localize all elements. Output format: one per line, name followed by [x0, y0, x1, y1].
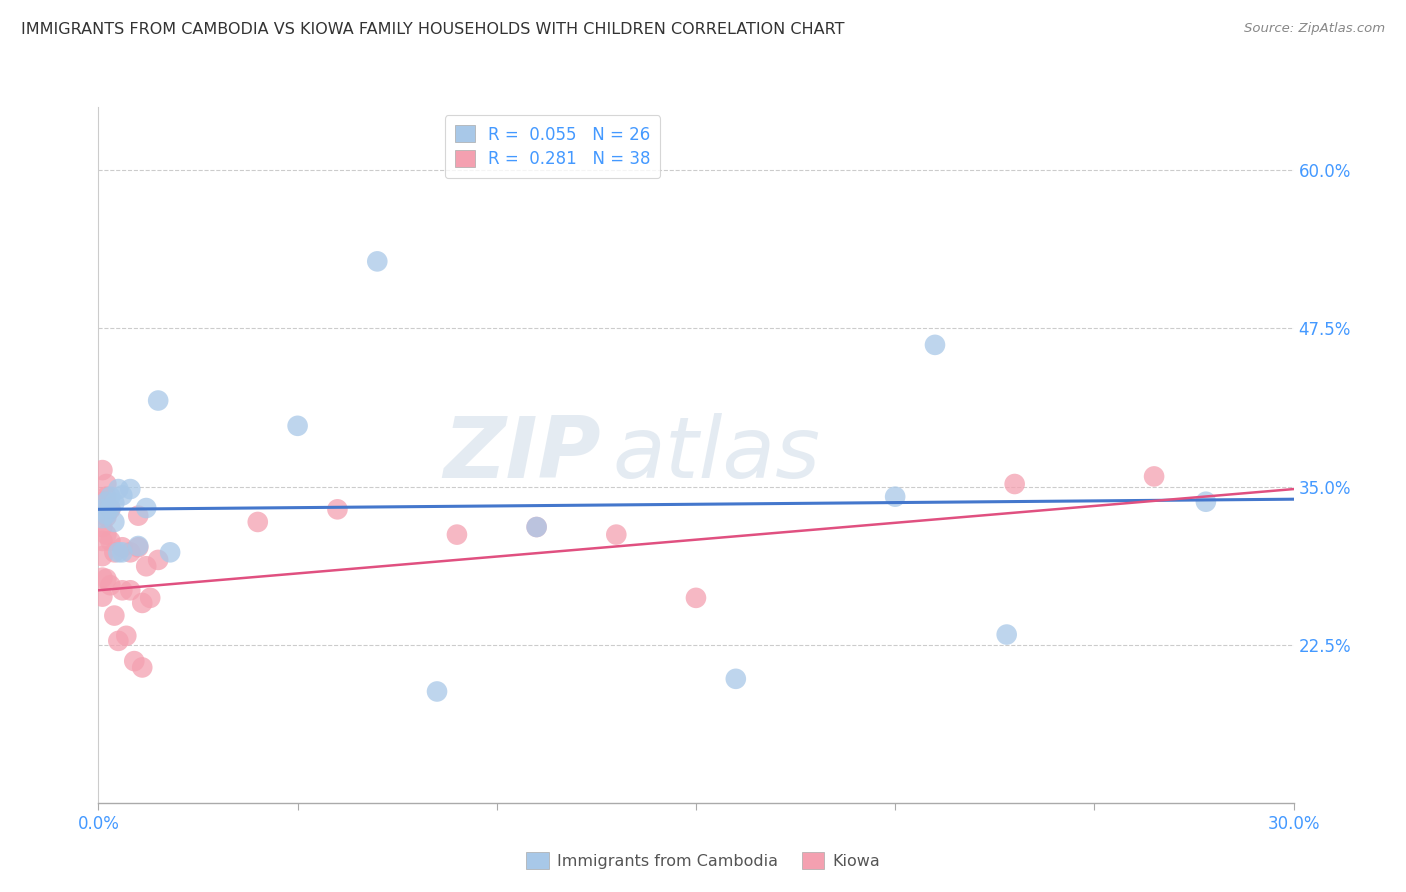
Point [91, 494, 114, 508]
Point [995, 627, 1018, 641]
Point [100, 533, 122, 548]
Text: IMMIGRANTS FROM CAMBODIA VS KIOWA FAMILY HOUSEHOLDS WITH CHILDREN CORRELATION CH: IMMIGRANTS FROM CAMBODIA VS KIOWA FAMILY… [21, 22, 845, 37]
Point [120, 583, 142, 598]
Point [924, 338, 946, 352]
Point [91, 520, 114, 534]
Point [884, 490, 907, 504]
Point [124, 654, 146, 668]
Point [96, 509, 118, 524]
Point [287, 418, 309, 433]
Point [724, 672, 747, 686]
Point [100, 490, 122, 504]
Point [103, 496, 125, 510]
Point [91, 590, 114, 604]
Point [120, 545, 142, 559]
Point [96, 508, 118, 522]
Point [107, 482, 129, 496]
Point [120, 482, 142, 496]
Point [96, 527, 118, 541]
Point [103, 515, 125, 529]
Point [139, 591, 162, 605]
Point [446, 527, 468, 541]
Point [111, 583, 134, 598]
Point [685, 591, 707, 605]
Point [526, 520, 548, 534]
Legend: R =  0.055   N = 26, R =  0.281   N = 38: R = 0.055 N = 26, R = 0.281 N = 38 [444, 115, 661, 178]
Point [1143, 469, 1166, 483]
Point [111, 545, 134, 559]
Text: Source: ZipAtlas.com: Source: ZipAtlas.com [1244, 22, 1385, 36]
Point [91, 533, 114, 548]
Point [91, 549, 114, 563]
Point [91, 571, 114, 585]
Point [135, 559, 157, 574]
Point [100, 501, 122, 516]
Point [605, 527, 627, 541]
Point [100, 578, 122, 592]
Point [107, 545, 129, 559]
Point [135, 501, 157, 516]
Point [107, 633, 129, 648]
Point [100, 502, 122, 516]
Point [526, 520, 548, 534]
Point [159, 545, 181, 559]
Legend: Immigrants from Cambodia, Kiowa: Immigrants from Cambodia, Kiowa [520, 846, 886, 875]
Text: atlas: atlas [613, 413, 820, 497]
Point [96, 494, 118, 508]
Point [96, 572, 118, 586]
Point [148, 553, 170, 567]
Point [127, 541, 149, 555]
Point [111, 488, 134, 502]
Point [1004, 477, 1026, 491]
Point [326, 502, 349, 516]
Point [131, 596, 153, 610]
Point [115, 629, 138, 643]
Point [366, 254, 388, 268]
Point [91, 463, 114, 477]
Point [103, 545, 125, 559]
Point [111, 541, 134, 555]
Point [131, 660, 153, 674]
Text: ZIP: ZIP [443, 413, 600, 497]
Point [96, 477, 118, 491]
Point [1195, 494, 1218, 508]
Point [96, 490, 118, 504]
Point [127, 508, 149, 523]
Point [127, 539, 149, 553]
Point [91, 511, 114, 525]
Point [148, 393, 170, 408]
Point [103, 608, 125, 623]
Point [246, 515, 269, 529]
Point [426, 684, 449, 698]
Point [91, 502, 114, 516]
